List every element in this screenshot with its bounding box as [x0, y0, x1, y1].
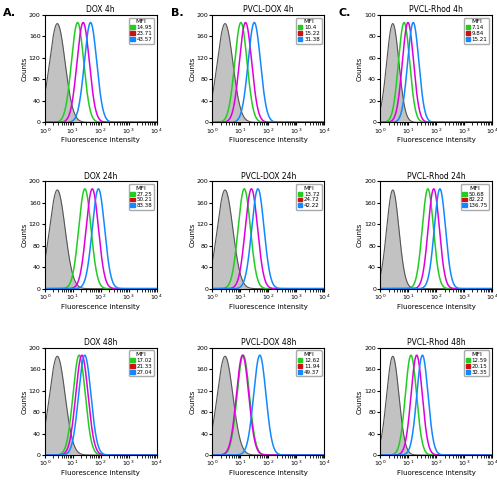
X-axis label: Fluorescence intensity: Fluorescence intensity [397, 470, 476, 476]
Legend: 7.14, 9.84, 15.21: 7.14, 9.84, 15.21 [464, 18, 489, 44]
Y-axis label: Counts: Counts [189, 223, 195, 247]
Legend: 12.59, 20.15, 32.35: 12.59, 20.15, 32.35 [464, 350, 489, 376]
Legend: 13.72, 24.72, 42.22: 13.72, 24.72, 42.22 [296, 184, 322, 210]
Y-axis label: Counts: Counts [21, 389, 27, 413]
Y-axis label: Counts: Counts [357, 223, 363, 247]
X-axis label: Fluorescence intensity: Fluorescence intensity [229, 304, 308, 310]
X-axis label: Fluorescence intensity: Fluorescence intensity [229, 137, 308, 143]
Title: PVCL-DOX 24h: PVCL-DOX 24h [241, 172, 296, 180]
Y-axis label: Counts: Counts [21, 223, 27, 247]
Title: DOX 48h: DOX 48h [84, 338, 117, 347]
Legend: 12.62, 11.94, 49.37: 12.62, 11.94, 49.37 [296, 350, 322, 376]
Title: DOX 24h: DOX 24h [84, 172, 117, 180]
Y-axis label: Counts: Counts [357, 389, 363, 413]
Title: PVCL-Rhod 24h: PVCL-Rhod 24h [407, 172, 465, 180]
Title: DOX 4h: DOX 4h [86, 5, 115, 14]
Text: B.: B. [171, 8, 183, 18]
Y-axis label: Counts: Counts [189, 389, 195, 413]
Text: C.: C. [338, 8, 351, 18]
X-axis label: Fluorescence intensity: Fluorescence intensity [397, 304, 476, 310]
Legend: 10.4, 15.22, 31.38: 10.4, 15.22, 31.38 [296, 18, 322, 44]
Y-axis label: Counts: Counts [357, 56, 363, 81]
Legend: 50.68, 82.22, 136.75: 50.68, 82.22, 136.75 [461, 184, 489, 210]
X-axis label: Fluorescence intensity: Fluorescence intensity [229, 470, 308, 476]
Legend: 27.25, 50.21, 83.38: 27.25, 50.21, 83.38 [129, 184, 154, 210]
X-axis label: Fluorescence intensity: Fluorescence intensity [61, 137, 140, 143]
Title: PVCL-Rhod 48h: PVCL-Rhod 48h [407, 338, 465, 347]
Title: PVCL-DOX 4h: PVCL-DOX 4h [243, 5, 294, 14]
Legend: 14.95, 23.71, 43.57: 14.95, 23.71, 43.57 [129, 18, 154, 44]
X-axis label: Fluorescence intensity: Fluorescence intensity [397, 137, 476, 143]
X-axis label: Fluorescence intensity: Fluorescence intensity [61, 304, 140, 310]
Title: PVCL-DOX 48h: PVCL-DOX 48h [241, 338, 296, 347]
Text: A.: A. [3, 8, 16, 18]
Y-axis label: Counts: Counts [189, 56, 195, 81]
X-axis label: Fluorescence intensity: Fluorescence intensity [61, 470, 140, 476]
Y-axis label: Counts: Counts [21, 56, 27, 81]
Title: PVCL-Rhod 4h: PVCL-Rhod 4h [409, 5, 463, 14]
Legend: 17.02, 21.33, 27.04: 17.02, 21.33, 27.04 [129, 350, 154, 376]
